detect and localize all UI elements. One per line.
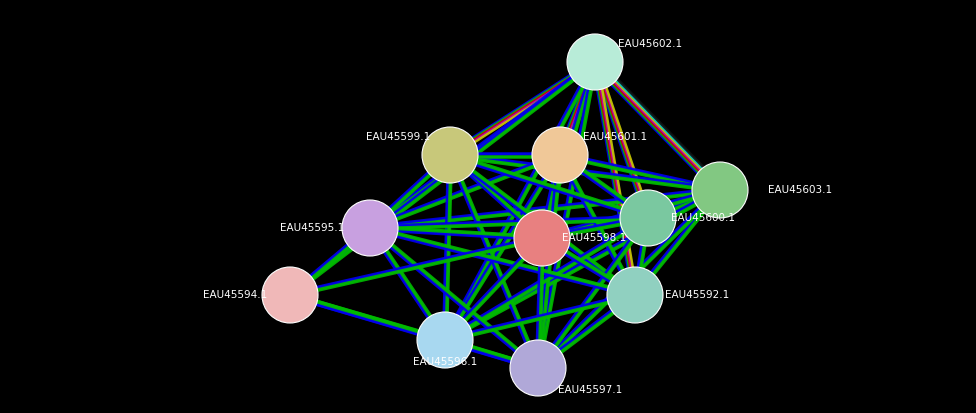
- Ellipse shape: [607, 267, 663, 323]
- Ellipse shape: [620, 190, 676, 246]
- Text: EAU45600.1: EAU45600.1: [671, 213, 735, 223]
- Ellipse shape: [532, 127, 588, 183]
- Text: EAU45598.1: EAU45598.1: [562, 233, 627, 243]
- Ellipse shape: [567, 34, 623, 90]
- Text: EAU45592.1: EAU45592.1: [665, 290, 729, 300]
- Ellipse shape: [692, 162, 748, 218]
- Ellipse shape: [342, 200, 398, 256]
- Ellipse shape: [514, 210, 570, 266]
- Text: EAU45602.1: EAU45602.1: [618, 39, 682, 49]
- Ellipse shape: [262, 267, 318, 323]
- Text: EAU45601.1: EAU45601.1: [583, 132, 647, 142]
- Text: EAU45599.1: EAU45599.1: [366, 132, 430, 142]
- Text: EAU45597.1: EAU45597.1: [558, 385, 622, 395]
- Text: EAU45596.1: EAU45596.1: [413, 357, 477, 367]
- Text: EAU45595.1: EAU45595.1: [280, 223, 345, 233]
- Ellipse shape: [510, 340, 566, 396]
- Ellipse shape: [422, 127, 478, 183]
- Text: EAU45594.1: EAU45594.1: [203, 290, 267, 300]
- Ellipse shape: [417, 312, 473, 368]
- Text: EAU45603.1: EAU45603.1: [768, 185, 833, 195]
